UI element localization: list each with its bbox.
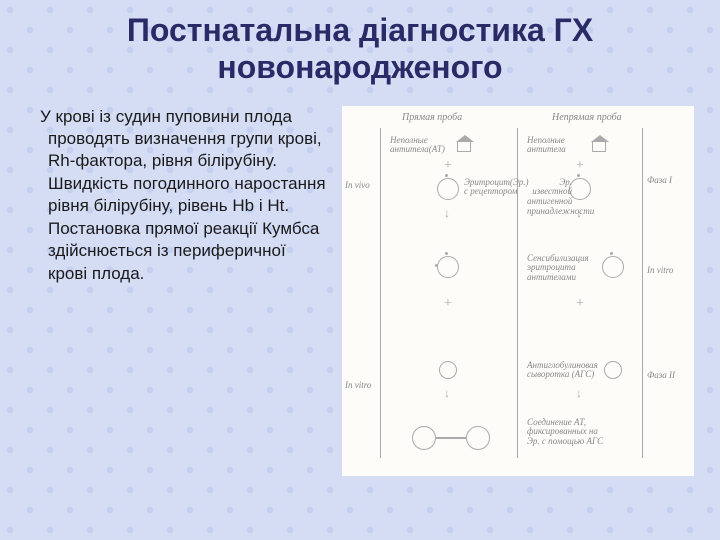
cell-icon (437, 178, 459, 200)
diagram-label: Эритроцит(Эр.) с рецептором (464, 178, 519, 198)
arrow-icon: ↓ (444, 206, 450, 221)
diagram: Прямая проба Непрямая проба In vivo In v… (342, 106, 694, 476)
arrow-icon: ↓ (576, 206, 582, 221)
diagram-label: Соединение АТ, фиксированных на Эр. с по… (527, 418, 607, 448)
arrow-icon: ↓ (576, 386, 582, 401)
cell-icon (412, 426, 436, 450)
diagram-side-label: In vitro (345, 381, 371, 391)
diagram-label: Антиглобулиновая сыворотка (АГС) (527, 361, 602, 381)
diagram-side-label: Фаза I (647, 176, 672, 186)
diagram-vline (380, 128, 381, 458)
cell-icon (466, 426, 490, 450)
plus-icon: + (574, 296, 586, 312)
cell-icon (604, 361, 622, 379)
receptor-dot (445, 252, 448, 255)
plus-icon: + (442, 296, 454, 312)
diagram-header-right: Непрямая проба (552, 112, 622, 123)
diagram-header-left: Прямая проба (402, 112, 462, 123)
antibody-icon (592, 142, 606, 152)
receptor-dot (577, 174, 580, 177)
diagram-label: Сенсибилизация эритроцита антителами (527, 254, 597, 284)
diagram-label: Неполные антитела (527, 136, 587, 156)
diagram-side-label: In vivo (345, 181, 370, 191)
slide-title: Постнатальна діагностика ГХ новонароджен… (26, 12, 694, 86)
diagram-label: Эр. известной антигенной принадлежности (527, 178, 572, 218)
diagram-side-label: In vitro (647, 266, 673, 276)
text-column: У крові із судин пуповини плода проводят… (26, 106, 326, 476)
antibody-icon (457, 142, 471, 152)
plus-icon: + (442, 158, 454, 174)
receptor-dot (435, 264, 438, 267)
content-row: У крові із судин пуповини плода проводят… (26, 106, 694, 476)
diagram-label: Неполные антитела(АТ) (390, 136, 450, 156)
body-paragraph: У крові із судин пуповини плода проводят… (26, 106, 326, 286)
cell-icon (602, 256, 624, 278)
cell-icon (439, 361, 457, 379)
receptor-dot (610, 252, 613, 255)
arrow-icon: ↓ (444, 386, 450, 401)
link-icon (436, 437, 466, 439)
diagram-side-label: Фаза II (647, 371, 675, 381)
slide-root: Постнатальна діагностика ГХ новонароджен… (0, 0, 720, 540)
plus-icon: + (574, 158, 586, 174)
cell-icon (437, 256, 459, 278)
cell-icon (569, 178, 591, 200)
diagram-vline (642, 128, 643, 458)
receptor-dot (445, 174, 448, 177)
